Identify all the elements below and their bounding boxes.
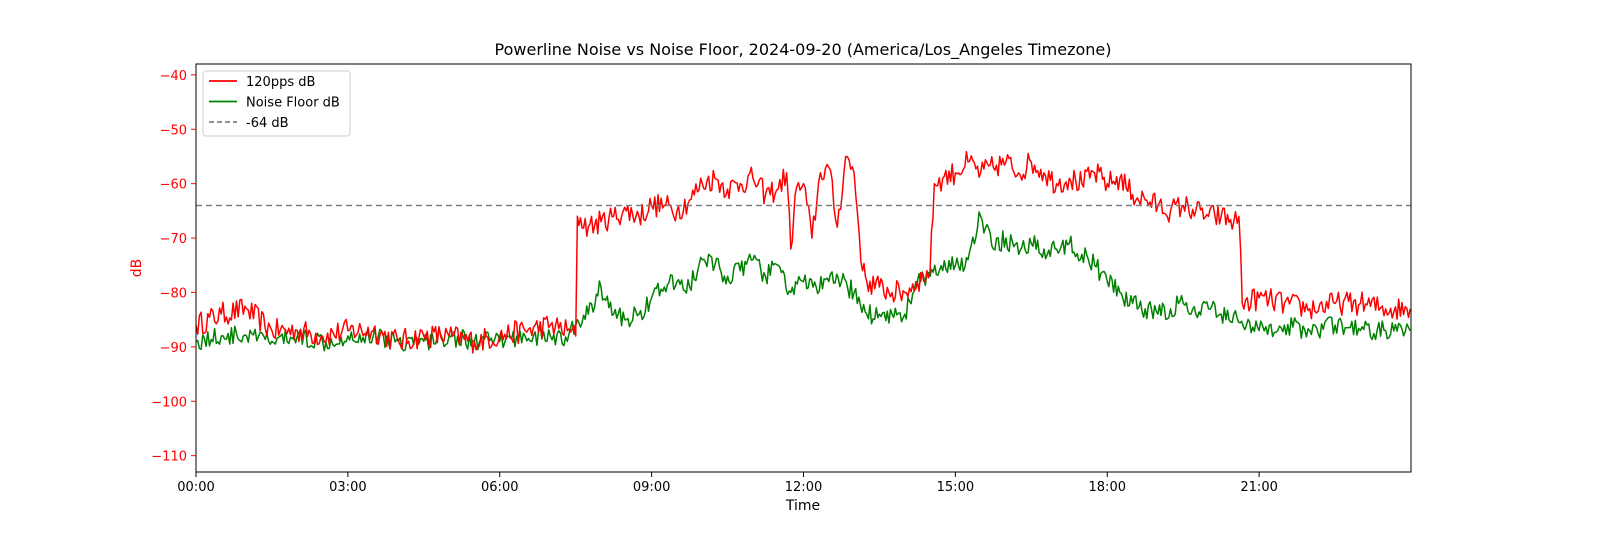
- x-tick-label-2: 06:00: [481, 480, 518, 495]
- x-tick-label-3: 09:00: [633, 480, 670, 495]
- plot-frame: [195, 63, 1412, 473]
- x-tick-label-1: 03:00: [329, 480, 366, 495]
- y-axis: −40 −50 −60 −70 −80 −90 −100 −110: [151, 69, 196, 465]
- x-tick-label-7: 21:00: [1240, 480, 1277, 495]
- x-tick-label-4: 12:00: [785, 480, 822, 495]
- legend-box: [202, 70, 351, 137]
- series-line-1: [195, 211, 1411, 352]
- x-axis: 00:00 03:00 06:00 09:00 12:00 15:00 18:00 21:00: [177, 472, 1278, 495]
- legend-label-1: Noise Floor dB: [246, 96, 340, 111]
- y-axis-label: dB: [129, 259, 145, 278]
- y-tick-label-7: −110: [151, 450, 187, 465]
- series-line-0: [195, 150, 1411, 354]
- y-tick-label-4: −80: [160, 286, 187, 301]
- x-tick-label-6: 18:00: [1089, 480, 1126, 495]
- x-axis-label: Time: [785, 498, 820, 514]
- legend-label-2: -64 dB: [246, 116, 289, 131]
- y-tick-label-0: −40: [160, 69, 187, 84]
- x-tick-label-5: 15:00: [937, 480, 974, 495]
- y-tick-label-6: −100: [151, 395, 187, 410]
- chart-title: Powerline Noise vs Noise Floor, 2024-09-…: [495, 40, 1112, 60]
- legend: 120pps dB Noise Floor dB -64 dB: [202, 70, 351, 137]
- y-tick-label-2: −60: [160, 178, 187, 193]
- legend-label-0: 120pps dB: [246, 75, 315, 90]
- y-tick-label-3: −70: [160, 232, 187, 247]
- y-tick-label-5: −90: [160, 341, 187, 356]
- y-tick-label-1: −50: [160, 123, 187, 138]
- plot-area: [195, 63, 1412, 473]
- x-tick-label-0: 00:00: [177, 480, 214, 495]
